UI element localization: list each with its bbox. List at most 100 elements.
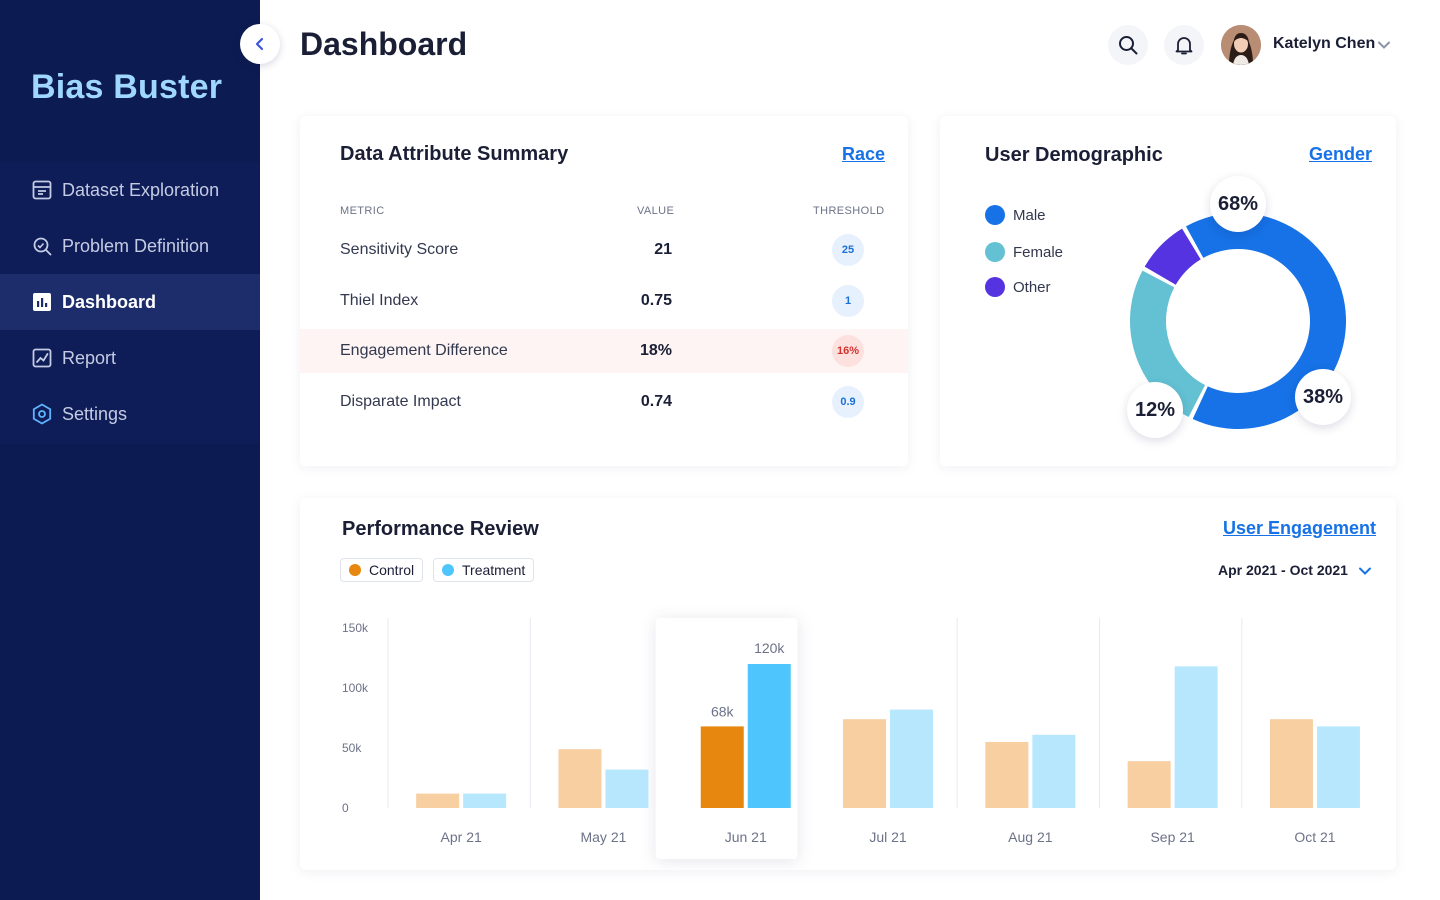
y-tick-label: 50k xyxy=(342,741,362,755)
metric-value: 0.75 xyxy=(640,292,672,309)
sidebar-nav: Dataset Exploration Problem Definition D… xyxy=(0,162,260,444)
treatment-dot xyxy=(442,564,454,576)
avatar[interactable] xyxy=(1221,25,1261,65)
performance-title: Performance Review xyxy=(342,518,539,540)
bar-control xyxy=(843,719,887,808)
metric-value: 21 xyxy=(654,241,672,258)
data-attribute-summary-card xyxy=(300,116,908,466)
chevron-down-icon[interactable] xyxy=(1377,38,1391,52)
chevron-left-icon xyxy=(255,37,264,51)
search-doc-icon xyxy=(31,235,53,257)
chevron-down-icon[interactable] xyxy=(1357,563,1373,579)
metric-name: Disparate Impact xyxy=(340,393,461,410)
gear-icon xyxy=(31,403,53,425)
sidebar-item-problem-definition[interactable]: Problem Definition xyxy=(0,218,260,274)
table-row: Sensitivity Score 21 25 xyxy=(300,228,908,272)
threshold-badge: 25 xyxy=(832,234,864,266)
column-header-metric: METRIC xyxy=(340,205,385,217)
demographic-title: User Demographic xyxy=(985,144,1163,166)
legend-label: Other xyxy=(1013,278,1051,296)
x-tick-label: Aug 21 xyxy=(1008,829,1053,845)
sidebar-item-label: Problem Definition xyxy=(62,235,210,256)
performance-bar-chart: 0 50k 100k 150k Apr 21 May 21 Jun 21 68k 120k Jul… xyxy=(342,618,1360,859)
bar-control xyxy=(1127,761,1171,808)
donut-segment-female xyxy=(1130,270,1206,418)
bar-control xyxy=(416,793,460,808)
x-tick-label: May 21 xyxy=(580,829,626,845)
legend-item-female: Female xyxy=(985,242,1063,262)
legend-chip-treatment[interactable]: Treatment xyxy=(433,558,535,582)
data-label-control: 68k xyxy=(711,703,735,719)
metric-name: Thiel Index xyxy=(340,292,419,309)
brand-logo: Bias Buster xyxy=(31,68,223,106)
donut-segment-other xyxy=(1144,228,1201,285)
legend-label: Female xyxy=(1013,243,1064,261)
sidebar-item-label: Report xyxy=(62,347,117,368)
column-header-threshold: THRESHOLD xyxy=(813,205,885,217)
search-icon xyxy=(1119,36,1138,55)
legend-label: Treatment xyxy=(462,562,526,578)
gender-filter-link[interactable]: Gender xyxy=(1309,144,1373,164)
race-filter-link[interactable]: Race xyxy=(842,144,886,164)
bar-treatment xyxy=(605,769,649,808)
bar-chart-icon xyxy=(31,291,53,313)
bar-control xyxy=(558,749,602,808)
sidebar-item-dashboard[interactable]: Dashboard xyxy=(0,274,260,330)
control-dot xyxy=(349,564,361,576)
legend-item-other: Other xyxy=(985,277,1051,297)
bar-control xyxy=(985,742,1029,808)
sidebar-item-label: Dashboard xyxy=(62,291,157,312)
user-engagement-filter-link[interactable]: User Engagement xyxy=(1223,518,1377,538)
bar-treatment xyxy=(1032,734,1076,808)
bar-treatment xyxy=(463,793,507,808)
y-tick-label: 0 xyxy=(342,801,349,815)
x-tick-label: Oct 21 xyxy=(1294,829,1335,845)
page-title: Dashboard xyxy=(300,26,468,62)
metric-name: Engagement Difference xyxy=(340,342,508,359)
bar-treatment xyxy=(890,709,934,808)
other-percentage-label: 12% xyxy=(1127,382,1183,438)
search-button[interactable] xyxy=(1108,25,1148,65)
table-row-flagged: Engagement Difference 18% 16% xyxy=(300,329,908,373)
x-tick-label: Jun 21 xyxy=(725,829,767,845)
data-label-treatment: 120k xyxy=(754,640,785,656)
summary-title: Data Attribute Summary xyxy=(340,143,569,165)
threshold-badge: 0.9 xyxy=(832,386,864,418)
legend-dot-female xyxy=(985,242,1005,262)
bar-treatment xyxy=(1174,666,1218,808)
legend-chip-control[interactable]: Control xyxy=(340,558,424,582)
bar-control xyxy=(700,726,744,808)
metric-value: 18% xyxy=(639,342,672,359)
x-tick-label: Apr 21 xyxy=(441,829,482,845)
trend-chart-icon xyxy=(31,347,53,369)
bar-control xyxy=(1269,719,1313,808)
x-tick-label: Jul 21 xyxy=(869,829,907,845)
collapse-sidebar-button[interactable] xyxy=(240,24,280,64)
bell-icon xyxy=(1175,37,1193,55)
metric-value: 0.74 xyxy=(640,393,672,410)
x-tick-label: Sep 21 xyxy=(1150,829,1195,845)
date-range-select[interactable]: Apr 2021 - Oct 2021 xyxy=(1218,562,1348,578)
legend-label: Male xyxy=(1013,206,1046,224)
table-row: Disparate Impact 0.74 0.9 xyxy=(300,380,908,424)
y-tick-label: 100k xyxy=(342,681,369,695)
legend-dot-male xyxy=(985,205,1005,225)
sidebar-item-dataset-exploration[interactable]: Dataset Exploration xyxy=(0,162,260,218)
female-percentage-label: 38% xyxy=(1295,369,1351,425)
sidebar: Bias Buster Dataset Exploration Problem … xyxy=(0,0,260,900)
sidebar-item-report[interactable]: Report xyxy=(0,330,260,386)
legend-dot-other xyxy=(985,277,1005,297)
notifications-button[interactable] xyxy=(1164,25,1204,65)
legend-label: Control xyxy=(369,562,415,578)
threshold-badge-exceeded: 16% xyxy=(832,335,864,367)
bar-treatment xyxy=(747,664,791,808)
legend-item-male: Male xyxy=(985,205,1046,225)
sidebar-item-label: Settings xyxy=(62,403,128,424)
sidebar-item-settings[interactable]: Settings xyxy=(0,386,260,442)
column-header-value: VALUE xyxy=(637,205,675,217)
threshold-badge: 1 xyxy=(832,285,864,317)
user-name[interactable]: Katelyn Chen xyxy=(1273,35,1376,52)
metric-name: Sensitivity Score xyxy=(340,241,459,258)
dataset-icon xyxy=(31,179,53,201)
sidebar-item-label: Dataset Exploration xyxy=(62,179,220,200)
